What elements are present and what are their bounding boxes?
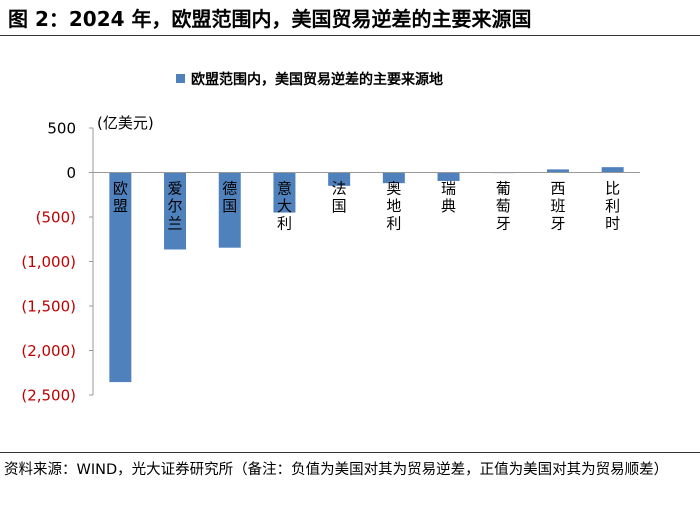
category-label: 爱尔兰 <box>168 180 183 233</box>
title-rule <box>0 35 700 36</box>
y-tick-label: (2,500) <box>21 387 76 405</box>
legend-swatch <box>176 74 185 83</box>
figure-title: 图 2：2024 年，欧盟范围内，美国贸易逆差的主要来源国 <box>8 7 532 31</box>
category-label: 德国 <box>222 180 237 216</box>
category-label: 奥地利 <box>386 180 401 233</box>
bar-chart: 欧盟范围内，美国贸易逆差的主要来源地 (亿美元) 500 0 (500) (1,000… <box>21 71 640 405</box>
y-tick-label: (2,000) <box>21 342 76 360</box>
bar <box>109 172 132 383</box>
category-label: 意大利 <box>277 180 292 233</box>
axes-group: 500 0 (500) (1,000) (1,500) (2,000) (2,500) <box>21 120 640 405</box>
bar <box>382 172 405 184</box>
bar <box>328 172 351 186</box>
category-label: 西班牙 <box>550 180 565 233</box>
bar <box>546 169 569 173</box>
y-axis-unit-label: (亿美元) <box>97 114 154 132</box>
category-label: 欧盟 <box>113 180 128 216</box>
legend-label: 欧盟范围内，美国贸易逆差的主要来源地 <box>191 71 443 88</box>
bars-group <box>109 167 624 383</box>
bar <box>437 172 460 181</box>
bar <box>601 167 624 173</box>
y-tick-label: (1,500) <box>21 298 76 316</box>
source-rule <box>0 452 700 453</box>
y-tick-label: (1,000) <box>21 253 76 271</box>
category-label: 比利时 <box>605 180 620 233</box>
category-label: 葡萄牙 <box>496 180 511 233</box>
bar <box>218 172 241 248</box>
y-tick-label: (500) <box>36 209 76 227</box>
category-label: 法国 <box>332 180 347 216</box>
category-labels-group: 欧盟 爱尔兰 德国 意大利 法国 奥地利 瑞典 葡萄牙 西班牙 比利时 <box>113 180 620 233</box>
source-note: 资料来源：WIND，光大证券研究所（备注：负值为美国对其为贸易逆差，正值为美国对… <box>4 462 669 478</box>
bar <box>273 172 296 213</box>
y-tick-label: 0 <box>66 164 76 182</box>
y-tick-label: 500 <box>47 120 76 138</box>
bar <box>164 172 187 250</box>
category-label: 瑞典 <box>441 180 456 216</box>
